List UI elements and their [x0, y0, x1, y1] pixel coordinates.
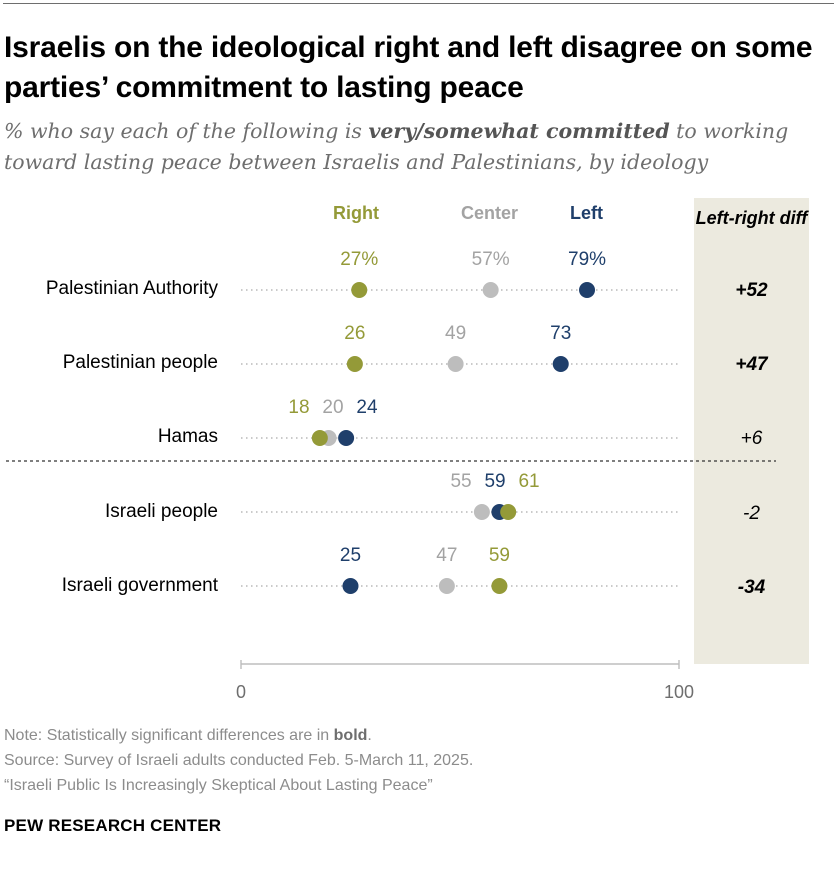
- x-tick-label-100: 100: [664, 682, 694, 702]
- subtitle-lead: % who say each of the following is: [4, 119, 369, 143]
- value-label-right-palestinian-people: 26: [344, 323, 365, 344]
- legend-center: Center: [461, 203, 519, 223]
- dot-center-israeli-people: [473, 504, 490, 520]
- dot-left-hamas: [338, 430, 355, 446]
- dot-right-israeli-government: [491, 578, 508, 594]
- value-label-center-hamas: 20: [322, 397, 343, 418]
- value-label-right-hamas: 18: [288, 397, 309, 418]
- note-bold-word: bold: [333, 727, 368, 744]
- row-label-israeli-government: Israeli government: [61, 575, 218, 596]
- row-label-hamas: Hamas: [157, 426, 218, 447]
- value-label-left-israeli-people: 59: [484, 471, 505, 492]
- subtitle-emphasis: very/somewhat committed: [368, 119, 670, 143]
- dot-center-israeli-government: [438, 578, 455, 594]
- chart-notes: Note: Statistically significant differen…: [4, 723, 473, 798]
- row-label-palestinian-authority: Palestinian Authority: [45, 278, 218, 299]
- diff-header: Left-right diff: [695, 208, 808, 228]
- dot-right-palestinian-people: [346, 356, 363, 372]
- value-label-center-palestinian-people: 49: [445, 323, 466, 344]
- value-label-center-palestinian-authority: 57%: [472, 249, 510, 270]
- note-text: Note: Statistically significant differen…: [4, 727, 334, 744]
- row-label-palestinian-people: Palestinian people: [62, 352, 218, 373]
- note-line: Note: Statistically significant differen…: [4, 723, 473, 748]
- diff-panel: [694, 198, 809, 664]
- row-label-israeli-people: Israeli people: [104, 501, 218, 522]
- subtitle-tail: to working toward lasting peace between …: [4, 119, 789, 174]
- diff-value-palestinian-authority: +52: [735, 280, 768, 301]
- value-label-center-israeli-people: 55: [450, 471, 471, 492]
- value-label-left-hamas: 24: [356, 397, 378, 418]
- value-label-left-palestinian-people: 73: [550, 323, 571, 344]
- dot-right-palestinian-authority: [351, 282, 368, 298]
- chart-title: Israelis on the ideological right and le…: [4, 31, 813, 104]
- value-label-right-israeli-government: 59: [489, 545, 510, 566]
- value-label-left-palestinian-authority: 79%: [568, 249, 606, 270]
- value-label-center-israeli-government: 47: [436, 545, 457, 566]
- chart-subtitle: % who say each of the following is very/…: [4, 116, 840, 178]
- dot-right-israeli-people: [500, 504, 517, 520]
- dot-left-palestinian-people: [552, 356, 569, 372]
- top-rule: [3, 3, 834, 4]
- dot-center-palestinian-people: [447, 356, 464, 372]
- x-tick-label-0: 0: [236, 682, 246, 702]
- diff-value-hamas: +6: [740, 428, 763, 449]
- value-label-right-palestinian-authority: 27%: [340, 249, 378, 270]
- report-line: “Israeli Public Is Increasingly Skeptica…: [4, 777, 433, 794]
- diff-value-israeli-people: -2: [743, 503, 760, 524]
- legend-right: Right: [333, 203, 379, 223]
- dot-right-hamas: [311, 430, 328, 446]
- source-line: Source: Survey of Israeli adults conduct…: [4, 752, 474, 769]
- dot-left-israeli-government: [342, 578, 359, 594]
- dot-left-palestinian-authority: [579, 282, 596, 298]
- value-label-right-israeli-people: 61: [518, 471, 539, 492]
- dot-center-palestinian-authority: [482, 282, 499, 298]
- legend-left: Left: [570, 203, 603, 223]
- diff-value-palestinian-people: +47: [735, 354, 768, 375]
- diff-value-israeli-government: -34: [737, 577, 766, 598]
- note-period: .: [367, 727, 372, 744]
- value-label-left-israeli-government: 25: [340, 545, 361, 566]
- brand-logo-text: PEW RESEARCH CENTER: [4, 816, 222, 835]
